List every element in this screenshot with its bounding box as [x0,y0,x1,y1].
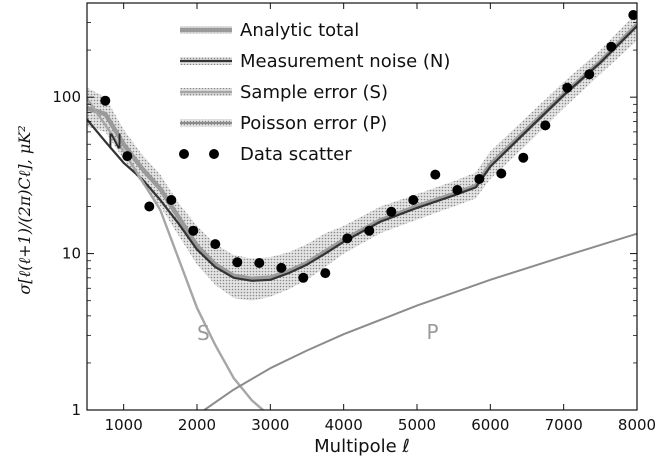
x-tick-label: 7000 [545,416,583,434]
data-scatter-point [386,206,397,217]
legend-entry-measurement-noise-n: Measurement noise (N) [180,51,450,72]
annotation-n: N [108,129,123,153]
legend-label: Analytic total [240,20,359,41]
data-scatter-point [276,262,287,273]
legend-marker [179,149,189,159]
data-scatter-point [254,258,265,268]
y-tick-label: 100 [52,88,81,106]
data-scatter-point [606,41,617,52]
data-scatter-point [496,168,507,179]
data-scatter-point [100,95,111,106]
y-tick-label: 10 [62,245,81,263]
data-scatter-point [144,201,155,212]
data-scatter-point [210,239,221,250]
y-axis-title: σ[ℓ(ℓ+1)/(2π)Cℓ], μK² [15,125,34,294]
data-scatter-point [364,225,375,236]
data-scatter-point [628,10,637,20]
y-axis: 1 10 100 [52,2,637,419]
x-tick-label: 4000 [325,416,363,434]
data-scatter-point [342,233,353,244]
y-tick-label: 1 [71,401,81,419]
data-scatter-point [540,120,551,131]
x-tick-label: 3000 [251,416,289,434]
legend-entry-poisson-error-p: Poisson error (P) [180,113,387,134]
legend-entry-sample-error-s: Sample error (S) [180,82,388,103]
legend: Analytic total Measurement noise (N) Sampl… [179,20,450,165]
data-scatter-point [562,82,573,93]
annotation-s: S [197,321,210,345]
x-tick-label: 5000 [398,416,436,434]
series-line-analytic-total [87,23,637,282]
plot-layer: N S P [87,10,637,410]
data-scatter-point [452,185,463,195]
series-line-poisson-error-p [203,232,637,410]
legend-entry-data-scatter: Data scatter [179,144,352,165]
legend-label: Sample error (S) [240,82,388,103]
data-scatter-point [408,195,419,205]
x-tick-label: 1000 [105,416,143,434]
legend-label: Data scatter [240,144,352,165]
data-scatter-point [122,151,133,162]
data-scatter-point [298,272,309,283]
x-tick-label: 8000 [618,416,656,434]
annotation-p: P [427,320,439,344]
series-line-sample-error-s [87,97,264,410]
data-scatter-point [430,169,441,180]
x-tick-label: 2000 [178,416,216,434]
data-scatter-point [320,268,331,279]
data-scatter-point [232,257,243,268]
legend-label: Measurement noise (N) [240,51,450,72]
x-axis-title: Multipole ℓ [314,436,410,457]
uncertainty-band [87,12,637,301]
data-scatter-point [518,152,529,163]
data-scatter-point [166,195,177,205]
series-line-measurement-noise-n [87,25,637,282]
legend-entry-analytic-total: Analytic total [180,20,359,41]
data-scatter-point [188,225,199,236]
legend-marker [209,149,219,159]
x-tick-label: 6000 [471,416,509,434]
x-axis: 1000 2000 3000 4000 5000 6000 7000 8000 [105,3,656,434]
data-scatter-point [584,69,595,80]
legend-label: Poisson error (P) [240,113,387,134]
data-scatter-point [474,174,485,184]
plot-area [87,10,637,410]
